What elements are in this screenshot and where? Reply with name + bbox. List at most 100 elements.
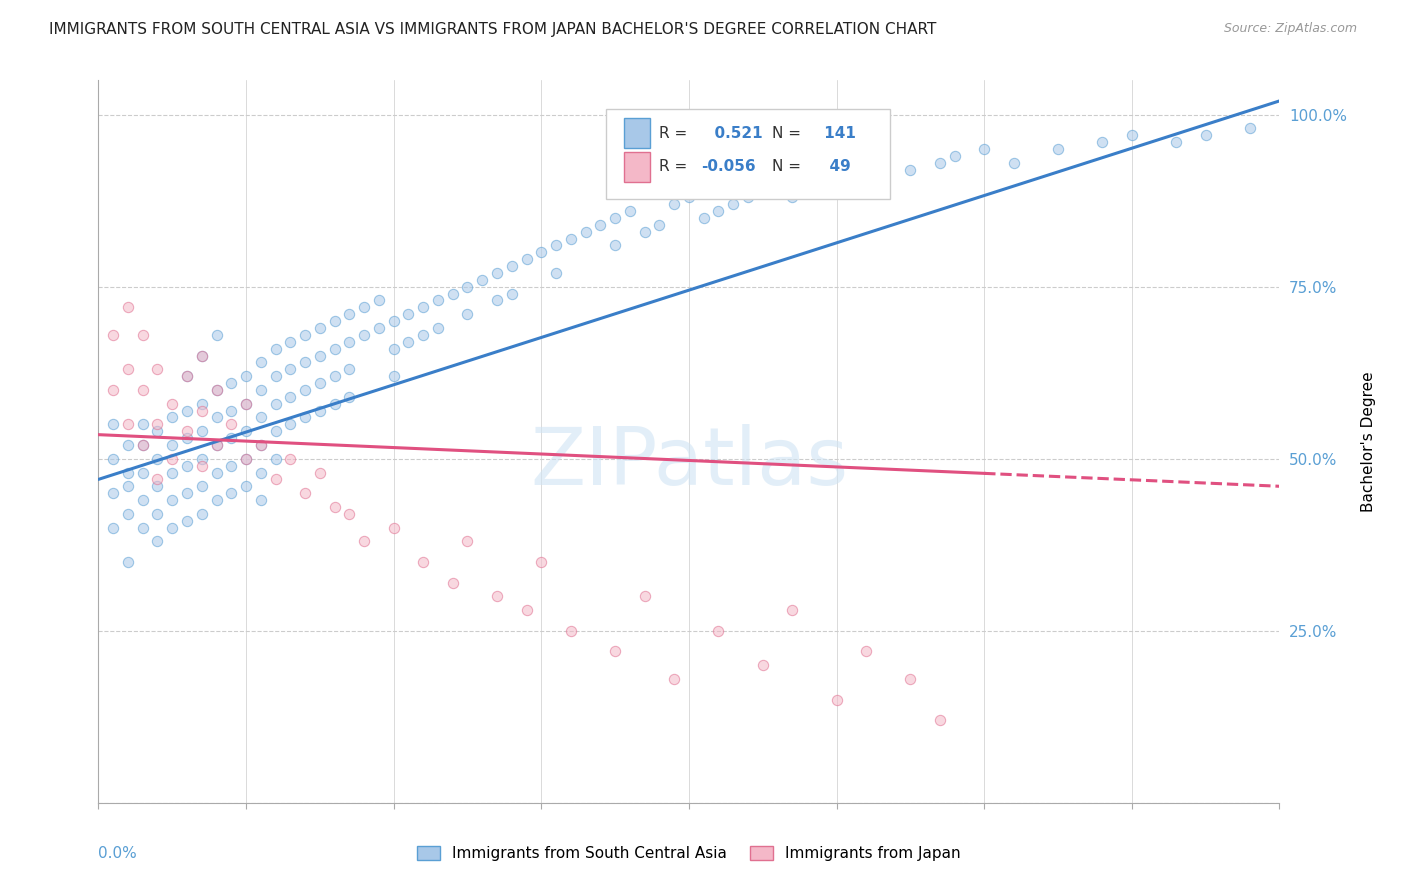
- Point: [530, 245, 553, 260]
- Point: [693, 211, 716, 225]
- Point: [117, 507, 139, 521]
- Point: [146, 534, 169, 549]
- Point: [782, 603, 804, 617]
- Point: [870, 177, 893, 191]
- Point: [575, 225, 598, 239]
- Point: [191, 349, 214, 363]
- Point: [943, 149, 966, 163]
- Point: [132, 438, 155, 452]
- Point: [132, 520, 155, 534]
- Point: [855, 644, 877, 658]
- Point: [457, 534, 479, 549]
- Point: [294, 383, 316, 397]
- Point: [723, 197, 745, 211]
- Point: [752, 658, 775, 673]
- Point: [250, 438, 273, 452]
- Point: [250, 355, 273, 369]
- Point: [235, 424, 257, 438]
- Text: IMMIGRANTS FROM SOUTH CENTRAL ASIA VS IMMIGRANTS FROM JAPAN BACHELOR'S DEGREE CO: IMMIGRANTS FROM SOUTH CENTRAL ASIA VS IM…: [49, 22, 936, 37]
- Text: R =: R =: [659, 126, 688, 141]
- Point: [382, 369, 405, 384]
- Point: [221, 417, 243, 432]
- Point: [103, 327, 125, 342]
- Point: [235, 479, 257, 493]
- Point: [264, 397, 287, 411]
- Point: [353, 301, 375, 315]
- Point: [146, 507, 169, 521]
- Point: [103, 486, 125, 500]
- Point: [398, 334, 420, 349]
- Point: [191, 349, 214, 363]
- Point: [929, 713, 952, 727]
- Point: [1195, 128, 1218, 143]
- Point: [264, 472, 287, 486]
- Point: [132, 417, 155, 432]
- Point: [796, 183, 818, 197]
- Point: [280, 451, 302, 466]
- Point: [1091, 135, 1114, 149]
- Point: [176, 424, 198, 438]
- Point: [412, 327, 434, 342]
- Point: [250, 438, 273, 452]
- Point: [605, 211, 627, 225]
- Point: [678, 190, 700, 204]
- Point: [353, 327, 375, 342]
- Point: [973, 142, 995, 156]
- Point: [530, 555, 553, 569]
- Point: [191, 507, 214, 521]
- Point: [323, 369, 346, 384]
- Point: [1046, 142, 1070, 156]
- Point: [264, 451, 287, 466]
- Text: R =: R =: [659, 160, 688, 175]
- Point: [323, 500, 346, 514]
- Point: [782, 190, 804, 204]
- Point: [117, 417, 139, 432]
- Point: [323, 314, 346, 328]
- Point: [221, 486, 243, 500]
- Point: [471, 273, 494, 287]
- Point: [737, 190, 759, 204]
- Point: [221, 403, 243, 417]
- Point: [191, 403, 214, 417]
- Point: [117, 301, 139, 315]
- Point: [132, 493, 155, 508]
- Point: [398, 307, 420, 321]
- Point: [339, 390, 361, 404]
- Y-axis label: Bachelor's Degree: Bachelor's Degree: [1361, 371, 1376, 512]
- Point: [146, 451, 169, 466]
- Legend: Immigrants from South Central Asia, Immigrants from Japan: Immigrants from South Central Asia, Immi…: [411, 839, 967, 867]
- Point: [146, 424, 169, 438]
- Text: ZIPatlas: ZIPatlas: [530, 425, 848, 502]
- Point: [205, 438, 228, 452]
- Point: [1121, 128, 1143, 143]
- Point: [501, 286, 523, 301]
- Point: [162, 493, 183, 508]
- Point: [176, 369, 198, 384]
- Point: [368, 293, 391, 308]
- Point: [294, 486, 316, 500]
- Point: [280, 390, 302, 404]
- Point: [162, 438, 183, 452]
- Point: [546, 238, 568, 252]
- Point: [648, 218, 671, 232]
- Point: [560, 231, 582, 245]
- Bar: [624, 152, 650, 182]
- Point: [235, 369, 257, 384]
- Point: [412, 301, 434, 315]
- Text: 0.521: 0.521: [704, 126, 763, 141]
- Point: [900, 162, 922, 177]
- Point: [634, 590, 657, 604]
- Point: [634, 225, 657, 239]
- Point: [427, 321, 450, 335]
- Point: [264, 342, 287, 356]
- Point: [191, 458, 214, 473]
- Point: [176, 369, 198, 384]
- Point: [752, 183, 775, 197]
- Point: [132, 438, 155, 452]
- Point: [1166, 135, 1188, 149]
- Point: [264, 424, 287, 438]
- Point: [176, 403, 198, 417]
- Point: [162, 451, 183, 466]
- Point: [605, 644, 627, 658]
- Bar: [624, 118, 650, 148]
